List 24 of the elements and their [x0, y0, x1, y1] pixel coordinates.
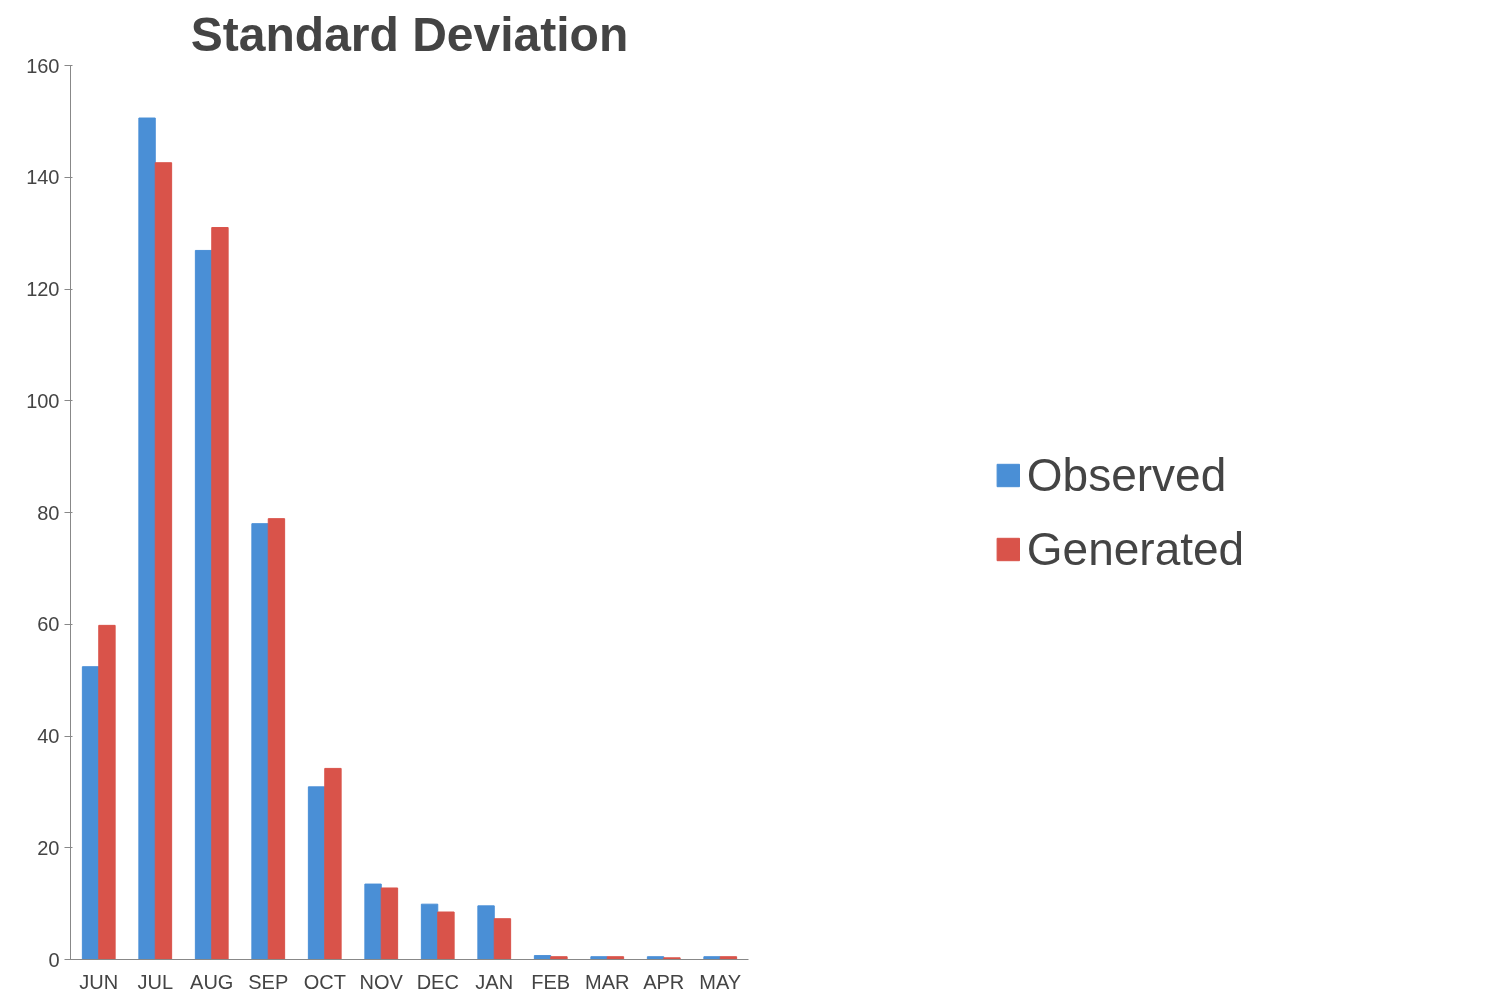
x-tick-label: OCT	[303, 970, 346, 993]
x-tick-label: MAY	[699, 970, 742, 993]
y-tick-label: 20	[37, 836, 60, 859]
x-tick-label: MAR	[585, 970, 630, 993]
y-tick-label: 80	[37, 501, 60, 524]
y-tick-label: 140	[26, 166, 60, 189]
legend-label: Observed	[1026, 448, 1227, 502]
y-tick-label: 60	[37, 613, 60, 636]
y-tick-label: 40	[37, 725, 60, 747]
y-tick-label: 0	[48, 948, 60, 971]
legend-label: Generated	[1026, 522, 1245, 576]
x-tick-label: JUN	[79, 970, 119, 993]
x-tick-label: SEP	[248, 970, 289, 993]
chart-title: Standard Deviation	[190, 7, 629, 61]
x-tick-label: JAN	[475, 970, 514, 993]
x-tick-label: JUL	[137, 970, 174, 993]
x-tick-label: AUG	[190, 970, 234, 993]
x-tick-label: FEB	[531, 970, 571, 993]
y-tick-label: 100	[26, 389, 60, 412]
y-tick-label: 160	[26, 54, 60, 77]
x-tick-label: NOV	[359, 970, 404, 993]
y-tick-label: 120	[26, 278, 60, 300]
x-tick-label: DEC	[416, 970, 459, 993]
x-tick-label: APR	[643, 970, 685, 993]
